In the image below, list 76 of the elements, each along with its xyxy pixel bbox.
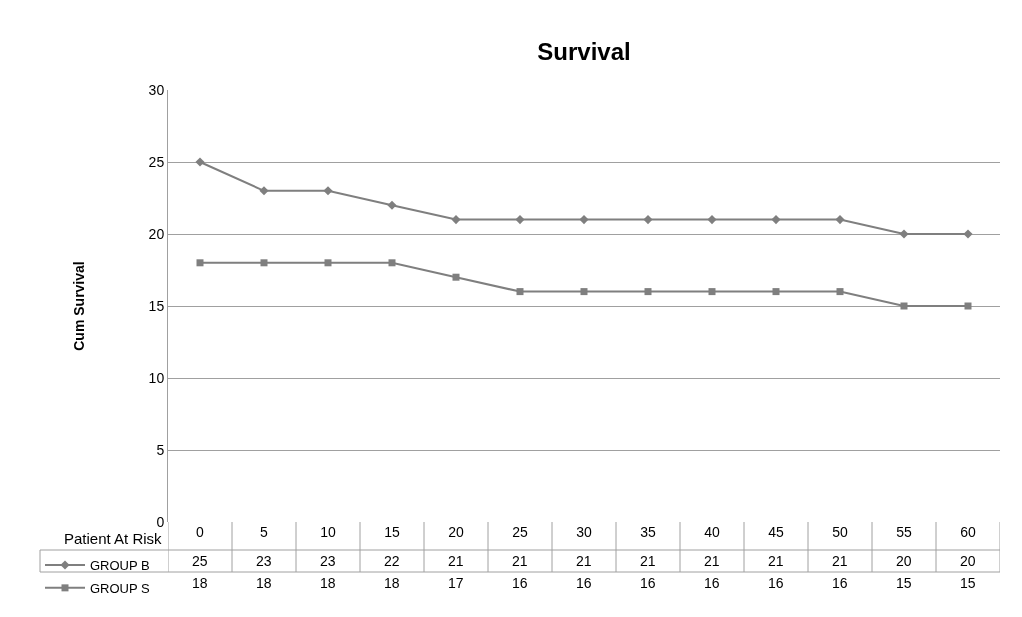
x-tick-label: 55 <box>896 524 912 540</box>
point <box>771 215 781 225</box>
point <box>707 215 717 225</box>
y-tick-label: 5 <box>156 441 165 458</box>
point <box>900 302 908 310</box>
data-label: 16 <box>640 575 656 591</box>
data-label: 17 <box>448 575 464 591</box>
data-label: 18 <box>384 575 400 591</box>
point <box>515 215 525 225</box>
x-tick-label: 25 <box>512 524 528 540</box>
x-tick-label: 5 <box>260 524 269 540</box>
data-label: 21 <box>576 553 592 569</box>
data-label: 20 <box>896 553 912 569</box>
point <box>899 229 909 239</box>
legend-label: GROUP S <box>90 580 151 596</box>
x-tick-label: 40 <box>704 524 720 540</box>
data-label: 21 <box>768 553 784 569</box>
y-tick-label: 25 <box>148 153 165 170</box>
y-tick-label: 30 <box>148 81 165 98</box>
x-tick-label: 10 <box>320 524 336 540</box>
point <box>964 302 972 310</box>
data-label: 25 <box>192 553 208 569</box>
point <box>388 259 396 267</box>
x-tick-label: 45 <box>768 524 784 540</box>
point <box>963 229 973 239</box>
data-label: 15 <box>960 575 976 591</box>
point <box>323 186 333 196</box>
point <box>580 288 588 296</box>
data-label: 21 <box>832 553 848 569</box>
data-label: 23 <box>320 553 336 569</box>
y-axis-title: Cum Survival <box>71 261 88 351</box>
data-label: 21 <box>448 553 464 569</box>
point <box>452 273 460 281</box>
data-label: 15 <box>896 575 912 591</box>
data-label: 22 <box>384 553 400 569</box>
data-label: 18 <box>256 575 272 591</box>
chart-title: Survival <box>537 38 631 66</box>
point <box>260 259 268 267</box>
data-label: 16 <box>576 575 592 591</box>
point <box>387 200 397 210</box>
data-label: 23 <box>256 553 272 569</box>
data-label: 18 <box>320 575 336 591</box>
x-tick-label: 0 <box>196 524 205 540</box>
point <box>516 288 524 296</box>
y-tick-label: 15 <box>148 297 165 314</box>
point <box>772 288 780 296</box>
point <box>836 288 844 296</box>
point <box>644 288 652 296</box>
data-label: 16 <box>832 575 848 591</box>
data-label: 16 <box>768 575 784 591</box>
x-tick-label: 15 <box>384 524 400 540</box>
data-label: 18 <box>192 575 208 591</box>
legend-label: GROUP B <box>90 558 150 574</box>
point <box>259 186 269 196</box>
point <box>643 215 653 225</box>
x-tick-label: 50 <box>832 524 848 540</box>
data-label: 16 <box>512 575 528 591</box>
x-tick-label: 30 <box>576 524 592 540</box>
data-label: 21 <box>640 553 656 569</box>
y-tick-label: 10 <box>148 369 165 386</box>
data-label: 16 <box>704 575 720 591</box>
x-axis-title: Patient At Risk <box>64 530 163 547</box>
point <box>196 259 204 267</box>
x-tick-label: 35 <box>640 524 656 540</box>
x-tick-label: 20 <box>448 524 464 540</box>
point <box>835 215 845 225</box>
point <box>195 157 205 167</box>
data-label: 20 <box>960 553 976 569</box>
point <box>451 215 461 225</box>
x-tick-label: 60 <box>960 524 976 540</box>
y-tick-label: 20 <box>148 225 165 242</box>
point <box>324 259 332 267</box>
point <box>579 215 589 225</box>
point <box>708 288 716 296</box>
data-label: 21 <box>704 553 720 569</box>
data-label: 21 <box>512 553 528 569</box>
